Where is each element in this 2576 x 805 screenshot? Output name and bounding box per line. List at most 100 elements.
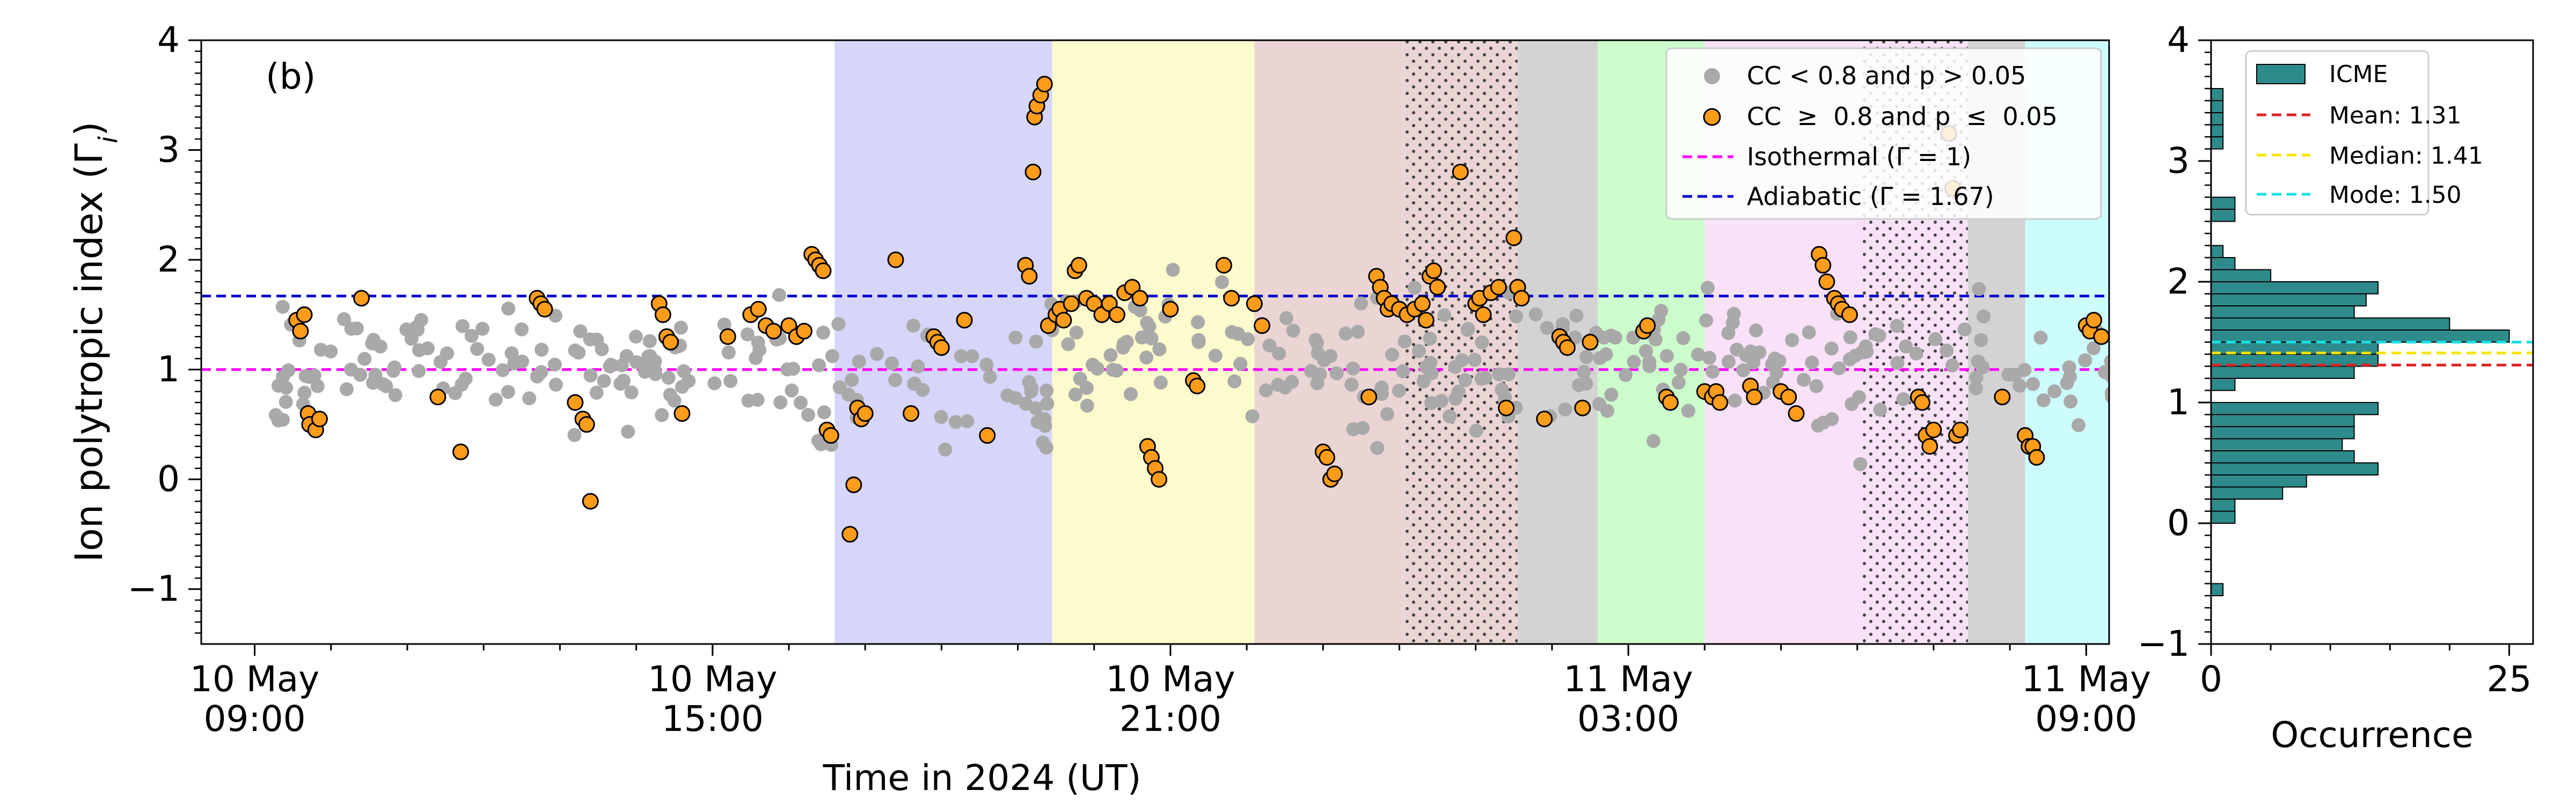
orange-point bbox=[567, 394, 584, 411]
gray-point bbox=[1671, 375, 1686, 390]
legend-icme-label: ICME bbox=[2329, 61, 2388, 88]
gray-point bbox=[1558, 402, 1572, 416]
histogram-bar bbox=[2211, 293, 2367, 306]
histogram-bar bbox=[2211, 317, 2450, 331]
gray-point bbox=[522, 391, 537, 406]
gray-point bbox=[1890, 319, 1904, 333]
gray-point bbox=[2121, 374, 2135, 388]
hist-y-tick-label: 1 bbox=[2167, 382, 2190, 423]
hist-x-tick-label: 0 bbox=[2200, 658, 2222, 700]
orange-point bbox=[1429, 279, 1446, 296]
gray-point bbox=[954, 349, 968, 363]
gray-point bbox=[548, 377, 563, 392]
gray-point bbox=[2411, 305, 2425, 319]
gray-point bbox=[353, 368, 368, 382]
gray-point bbox=[2552, 365, 2566, 379]
histogram-bar bbox=[2211, 257, 2236, 270]
histogram-bar bbox=[2211, 426, 2355, 440]
histogram-bar bbox=[2211, 209, 2236, 222]
gray-point bbox=[2150, 306, 2164, 320]
gray-point bbox=[884, 356, 899, 371]
gray-point bbox=[1701, 281, 1715, 295]
orange-point bbox=[2441, 280, 2456, 295]
gray-point bbox=[2564, 346, 2576, 360]
gray-point bbox=[1475, 335, 1489, 350]
gray-point bbox=[616, 374, 631, 389]
gray-point bbox=[475, 321, 489, 336]
gray-point bbox=[2104, 354, 2109, 368]
histogram-bar bbox=[2211, 365, 2355, 379]
orange-point bbox=[979, 427, 996, 444]
orange-point bbox=[1558, 339, 1576, 356]
gray-point bbox=[1569, 309, 1584, 323]
gray-point bbox=[313, 342, 328, 357]
gray-point bbox=[1346, 422, 1360, 436]
orange-point bbox=[311, 411, 328, 428]
orange-point bbox=[2342, 252, 2357, 267]
histogram-bar bbox=[2211, 486, 2284, 500]
panel-label: (b) bbox=[266, 56, 316, 97]
gray-point bbox=[1969, 370, 1984, 385]
gray-point bbox=[1396, 364, 1410, 378]
gray-point bbox=[682, 374, 696, 388]
gray-point bbox=[2483, 348, 2497, 362]
gray-point bbox=[642, 334, 657, 348]
gray-point bbox=[1577, 365, 1591, 379]
gray-point bbox=[2036, 393, 2051, 407]
orange-point bbox=[1536, 411, 1553, 428]
gray-point bbox=[1899, 339, 1913, 354]
orange-point bbox=[822, 427, 839, 444]
gray-point bbox=[414, 313, 428, 327]
gray-point bbox=[583, 368, 598, 383]
gray-point bbox=[717, 317, 731, 332]
gray-point bbox=[812, 358, 826, 372]
gray-point bbox=[661, 370, 676, 385]
gray-point bbox=[1424, 396, 1439, 410]
histogram-bar bbox=[2211, 474, 2307, 488]
gray-point bbox=[1139, 350, 1154, 365]
gray-point bbox=[279, 394, 293, 409]
gray-point bbox=[816, 325, 830, 340]
orange-point bbox=[296, 306, 313, 323]
orange-point bbox=[662, 334, 679, 350]
gray-point bbox=[275, 299, 290, 314]
orange-point bbox=[2285, 241, 2300, 257]
gray-point bbox=[785, 383, 799, 398]
legend-isothermal-label: Isothermal (Γ = 1) bbox=[1747, 142, 1971, 171]
histogram-bar bbox=[2211, 100, 2224, 113]
gray-point bbox=[1824, 341, 1839, 356]
orange-point bbox=[1021, 268, 1038, 285]
gray-point bbox=[1872, 328, 1886, 343]
gray-point bbox=[1809, 379, 1824, 393]
gray-point bbox=[1245, 409, 1260, 423]
gray-point bbox=[2560, 291, 2574, 305]
gray-point bbox=[2063, 370, 2077, 384]
gray-point bbox=[1579, 350, 1594, 364]
gray-point bbox=[1460, 323, 1475, 337]
gray-point bbox=[1407, 281, 1422, 295]
gray-point bbox=[1805, 355, 1819, 370]
gray-point bbox=[1123, 387, 1138, 401]
gray-point bbox=[1397, 334, 1412, 349]
gray-point bbox=[357, 352, 372, 366]
gray-point bbox=[1153, 375, 1168, 390]
gray-point bbox=[1853, 457, 1868, 471]
orange-point bbox=[2117, 378, 2132, 393]
gray-point bbox=[2563, 318, 2576, 332]
orange-point bbox=[2159, 302, 2174, 317]
gray-point bbox=[1772, 354, 1787, 368]
gray-point bbox=[1928, 332, 1943, 346]
orange-point bbox=[1414, 295, 1431, 312]
histogram-bar bbox=[2211, 583, 2224, 596]
orange-point bbox=[1818, 273, 1835, 290]
gray-point bbox=[1681, 404, 1695, 418]
gray-point bbox=[2017, 363, 2032, 377]
orange-point bbox=[1319, 449, 1335, 466]
gray-point bbox=[2407, 369, 2421, 383]
y-tick-label: 3 bbox=[157, 129, 180, 171]
gray-point bbox=[1699, 313, 1714, 328]
orange-point bbox=[887, 251, 904, 268]
gray-point bbox=[1802, 325, 1816, 340]
histogram-bar bbox=[2211, 281, 2379, 295]
orange-point bbox=[765, 323, 782, 340]
